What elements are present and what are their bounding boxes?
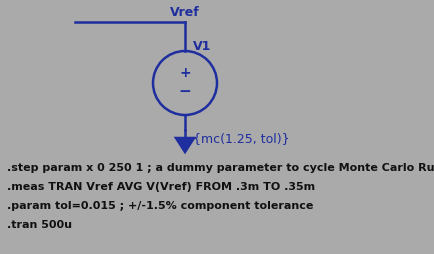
Text: .step param x 0 250 1 ; a dummy parameter to cycle Monte Carlo Runs: .step param x 0 250 1 ; a dummy paramete… — [7, 163, 434, 173]
Text: {mc(1.25, tol)}: {mc(1.25, tol)} — [193, 132, 289, 145]
Text: .meas TRAN Vref AVG V(Vref) FROM .3m TO .35m: .meas TRAN Vref AVG V(Vref) FROM .3m TO … — [7, 182, 314, 192]
Text: +: + — [179, 66, 191, 80]
Polygon shape — [176, 138, 194, 152]
Text: −: − — [178, 85, 191, 100]
Text: V1: V1 — [193, 40, 211, 53]
Text: Vref: Vref — [170, 6, 199, 19]
Text: .tran 500u: .tran 500u — [7, 220, 72, 230]
Text: .param tol=0.015 ; +/-1.5% component tolerance: .param tol=0.015 ; +/-1.5% component tol… — [7, 201, 312, 211]
